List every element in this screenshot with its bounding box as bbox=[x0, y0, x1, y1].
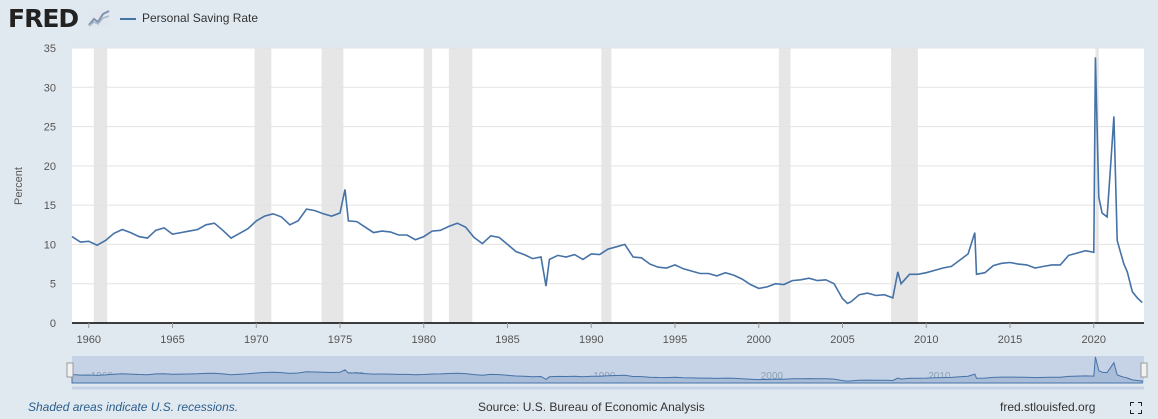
x-tick-label: 1970 bbox=[244, 334, 268, 346]
x-tick-label: 1990 bbox=[579, 334, 603, 346]
navigator-tick-label: 2010 bbox=[928, 371, 951, 382]
y-tick-label: 25 bbox=[44, 122, 56, 134]
x-tick-label: 2005 bbox=[830, 334, 854, 346]
legend: Personal Saving Rate bbox=[120, 10, 258, 26]
recession-band bbox=[254, 48, 272, 323]
x-axis-ticks: 1960 1965 1970 1975 1980 1985 1990 1995 2000 2005… bbox=[77, 323, 1106, 346]
source-text: Source: U.S. Bureau of Economic Analysis bbox=[478, 400, 705, 414]
y-tick-label: 20 bbox=[44, 161, 56, 173]
y-gridlines bbox=[72, 47, 1144, 285]
x-tick-label: 2020 bbox=[1082, 334, 1106, 346]
x-tick-label: 1965 bbox=[160, 334, 184, 346]
x-tick-label: 1980 bbox=[412, 334, 436, 346]
navigator-left-handle[interactable] bbox=[66, 362, 74, 378]
recession-bands bbox=[93, 48, 1099, 323]
y-tick-label: 35 bbox=[44, 43, 56, 55]
recession-band bbox=[891, 48, 918, 323]
x-tick-label: 1960 bbox=[77, 334, 101, 346]
recession-band bbox=[601, 48, 612, 323]
navigator-series bbox=[71, 356, 1143, 384]
fred-logo-graph-icon bbox=[88, 9, 110, 27]
y-axis-ticks: 0 5 10 15 20 25 30 35 bbox=[44, 43, 56, 330]
fullscreen-icon[interactable] bbox=[1130, 402, 1142, 414]
recession-band bbox=[448, 48, 473, 323]
recession-band bbox=[1095, 48, 1099, 323]
y-tick-label: 0 bbox=[50, 318, 56, 330]
navigator-right-handle[interactable] bbox=[1140, 362, 1148, 378]
fred-logo[interactable]: FRED bbox=[8, 4, 79, 33]
recession-band bbox=[321, 48, 344, 323]
recession-band bbox=[778, 48, 791, 323]
x-tick-label: 2010 bbox=[914, 334, 938, 346]
y-tick-label: 30 bbox=[44, 82, 56, 94]
x-tick-label: 2000 bbox=[747, 334, 771, 346]
x-tick-label: 2015 bbox=[998, 334, 1022, 346]
x-tick-label: 1975 bbox=[328, 334, 352, 346]
legend-swatch bbox=[120, 17, 136, 20]
site-link[interactable]: fred.stlouisfed.org bbox=[1000, 400, 1096, 414]
recession-band bbox=[423, 48, 433, 323]
x-tick-label: 1995 bbox=[663, 334, 687, 346]
navigator-tick-label: 2000 bbox=[761, 371, 784, 382]
y-tick-label: 15 bbox=[44, 200, 56, 212]
chart-header: FRED Personal Saving Rate bbox=[0, 0, 1158, 40]
legend-label: Personal Saving Rate bbox=[142, 11, 259, 25]
series-line-personal-saving-rate[interactable] bbox=[71, 57, 1143, 305]
y-tick-label: 5 bbox=[50, 279, 56, 291]
recession-band bbox=[93, 48, 108, 323]
x-tick-label: 1985 bbox=[495, 334, 519, 346]
recession-note: Shaded areas indicate U.S. recessions. bbox=[28, 400, 239, 414]
y-axis-label: Percent bbox=[13, 167, 25, 205]
y-tick-label: 10 bbox=[44, 239, 56, 251]
